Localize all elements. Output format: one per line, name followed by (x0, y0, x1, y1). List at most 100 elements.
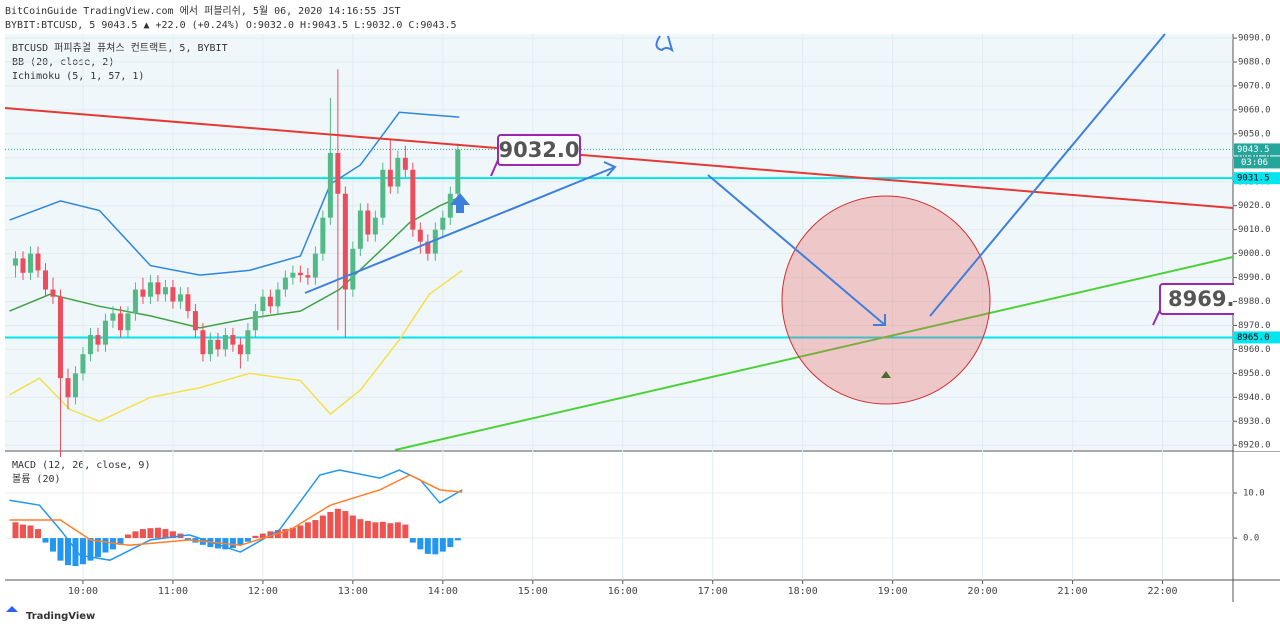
legend: MACD (12, 26, close, 9) (12, 460, 150, 471)
candle-body (282, 277, 288, 290)
candle-body (125, 313, 131, 331)
candle-body (237, 344, 243, 355)
candle-body (440, 217, 446, 230)
candle-body (230, 335, 236, 345)
histogram-bar (349, 515, 356, 539)
candle-body (260, 296, 266, 312)
x-tick-label: 14:00 (428, 586, 458, 597)
histogram-bar (244, 538, 251, 542)
histogram-bar (12, 522, 19, 539)
histogram-bar (454, 538, 461, 541)
histogram-bar (417, 538, 424, 550)
histogram-bar (252, 535, 259, 539)
histogram-bar (342, 511, 349, 539)
candle-body (215, 339, 221, 350)
header-title: BitCoinGuide TradingView.com 에서 퍼블리쉬, 5월… (5, 5, 401, 17)
histogram-bar (57, 538, 64, 561)
candle-body (117, 313, 123, 331)
histogram-bar (259, 533, 266, 539)
candle-body (327, 153, 333, 218)
histogram-bar (27, 525, 34, 539)
candle-body (20, 258, 26, 273)
indicator-line (9, 269, 463, 423)
histogram-bar (334, 508, 341, 539)
histogram-bar (379, 521, 386, 539)
axes: 8920.0 8930.0 8940.0 8950.0 8960.0 8970.0 8980… (68, 34, 1280, 597)
candle-body (312, 253, 318, 278)
histogram-bar (132, 531, 139, 539)
histogram-bar (439, 538, 446, 552)
label-box (497, 134, 581, 166)
y-tick-label: 9010.0 (1238, 225, 1271, 235)
price-tag (1234, 172, 1280, 185)
histogram-bar (304, 522, 311, 539)
histogram-bar (49, 538, 56, 552)
candle-body (102, 320, 108, 345)
x-tick-label: 16:00 (608, 586, 638, 597)
candle-body (455, 149, 461, 194)
candle-body (155, 282, 161, 295)
histogram-bar (184, 538, 191, 541)
x-tick-label: 10:00 (68, 586, 98, 597)
brand: TradingView (26, 611, 95, 622)
indicator-line (9, 474, 463, 547)
candle-body (335, 153, 341, 194)
histogram-bar (402, 524, 409, 539)
histogram-bar (237, 538, 244, 545)
x-tick-label: 17:00 (698, 586, 728, 597)
histogram-bar (154, 527, 161, 539)
x-tick-label: 15:00 (518, 586, 548, 597)
histogram-bar (289, 527, 296, 539)
histogram-bar (372, 522, 379, 539)
candle-body (402, 157, 408, 170)
candle-body (87, 335, 93, 355)
histogram-bar (297, 525, 304, 539)
y-tick-label: 8980.0 (1238, 297, 1271, 307)
candle-body (222, 335, 228, 350)
arrow (929, 33, 1166, 317)
y-tick-label: 8950.0 (1238, 369, 1271, 379)
candle-body (380, 169, 386, 218)
histogram-bar (282, 529, 289, 539)
histogram-bar (447, 538, 454, 548)
candle-body (245, 330, 251, 355)
candle-body (290, 272, 296, 278)
y-tick-label: 8960.0 (1238, 345, 1271, 355)
candle-body (95, 335, 101, 345)
candle-body (192, 311, 198, 331)
y-tick-label: 9070.0 (1238, 81, 1271, 91)
candle-body (267, 296, 273, 307)
indicator-line (9, 111, 460, 276)
histogram-bar (162, 529, 169, 539)
histogram-bar (424, 538, 431, 554)
histogram-bar (147, 528, 154, 539)
x-tick-label: 12:00 (248, 586, 278, 597)
price-tag-label: 9031.5 (1237, 174, 1270, 184)
candle-body (447, 193, 453, 218)
countdown-tag (1234, 156, 1280, 169)
price-tag (1234, 143, 1280, 156)
y2-tick-label: 0.0 (1243, 534, 1259, 544)
candle-body (57, 296, 63, 379)
candle-body (342, 193, 348, 290)
price-tag (1234, 331, 1280, 344)
histogram-bar (19, 524, 26, 539)
histogram-bar (34, 529, 41, 539)
histogram-bar (124, 534, 131, 539)
candle-body (110, 313, 116, 321)
histogram-bar (79, 538, 86, 565)
candle-body (27, 253, 33, 273)
candle-body (170, 287, 176, 302)
legend: 볼륨 (20) (12, 473, 61, 485)
histogram-bar (117, 538, 124, 545)
histogram-bar (102, 538, 109, 553)
candle-body (50, 289, 56, 297)
histogram-bar (312, 520, 319, 539)
histogram-bar (364, 520, 371, 539)
candle-body (162, 287, 168, 295)
y-tick-label: 8920.0 (1238, 441, 1271, 451)
candle-body (372, 217, 378, 235)
candle-body (80, 354, 86, 374)
candle-body (42, 270, 48, 290)
